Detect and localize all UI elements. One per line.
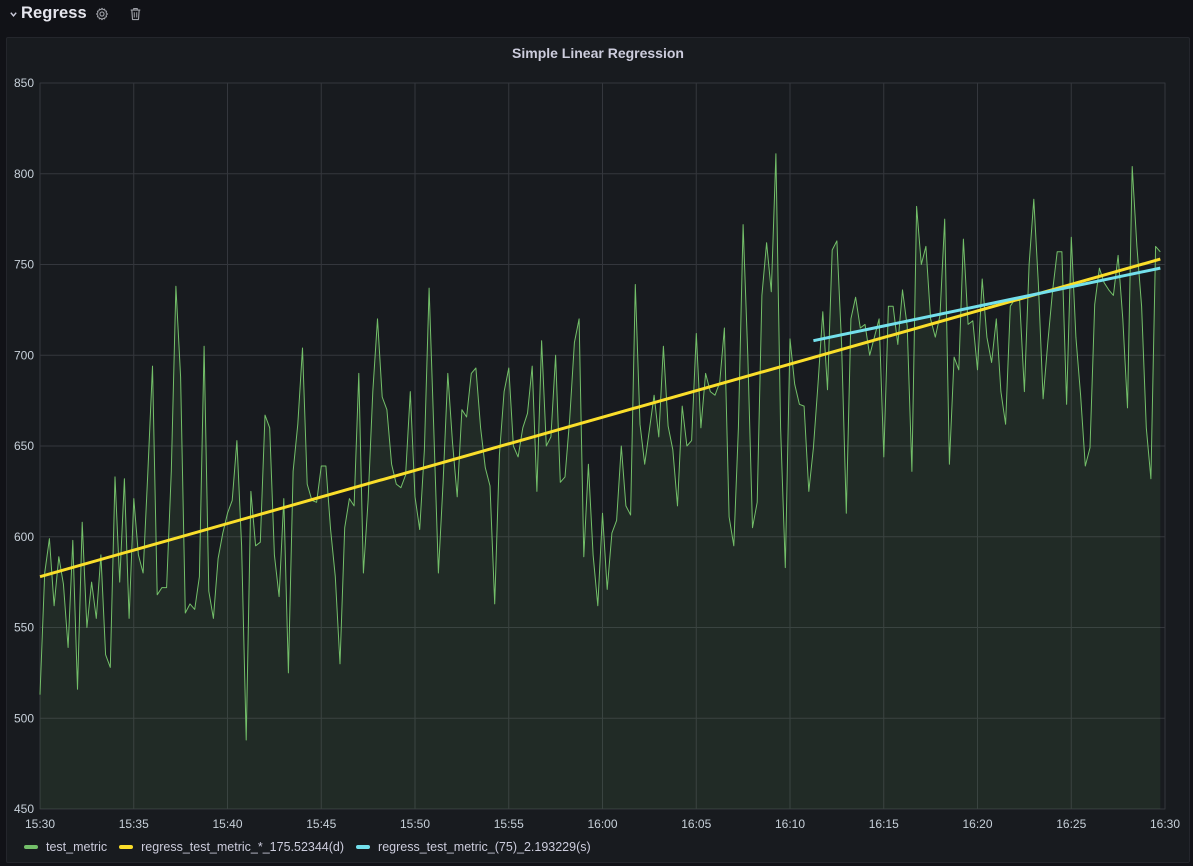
legend: test_metric regress_test_metric_*_175.52… xyxy=(24,838,603,856)
legend-swatch xyxy=(24,845,38,849)
legend-label: test_metric xyxy=(46,840,108,854)
legend-item-test-metric[interactable]: test_metric xyxy=(24,840,107,854)
graph-panel: Simple Linear Regression xyxy=(6,37,1190,863)
legend-swatch xyxy=(356,845,371,849)
row-header: Regress xyxy=(0,0,1193,30)
legend-item-regress-d[interactable]: regress_test_metric_*_175.52344(d) xyxy=(119,840,344,854)
legend-label: regress_test_metric_(75)_2.193229(s) xyxy=(378,840,591,854)
legend-label: regress_test_metric_*_175.52344(d) xyxy=(141,840,345,854)
row-title[interactable]: Regress xyxy=(21,4,87,22)
legend-swatch xyxy=(119,845,134,849)
gear-icon[interactable] xyxy=(94,6,110,22)
legend-item-regress-s[interactable]: regress_test_metric_(75)_2.193229(s) xyxy=(356,840,591,854)
trash-icon[interactable] xyxy=(127,6,143,22)
chevron-down-icon[interactable] xyxy=(8,7,18,21)
panel-title[interactable]: Simple Linear Regression xyxy=(512,45,684,61)
